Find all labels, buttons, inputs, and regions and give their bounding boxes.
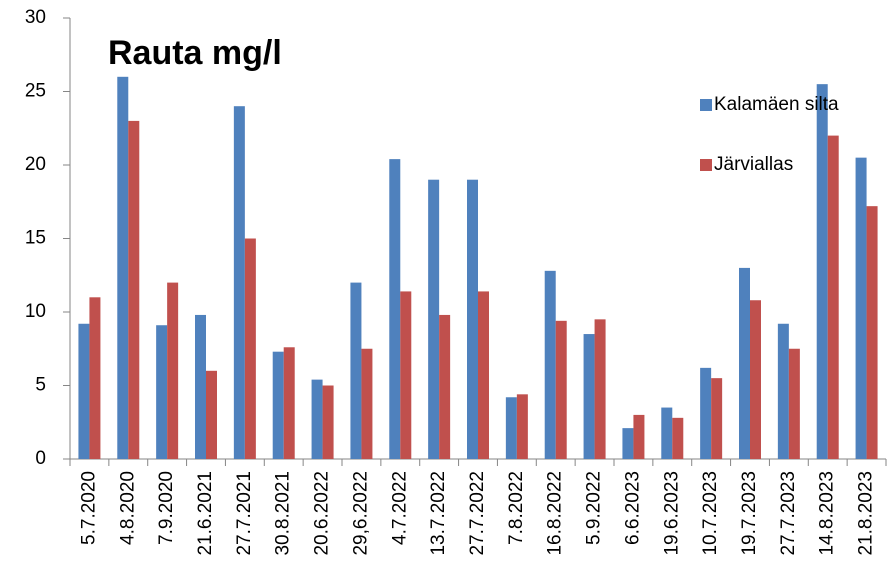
bar [672, 417, 684, 459]
bar [117, 76, 129, 460]
x-tick-label: 6.6.2023 [622, 471, 643, 545]
legend-label: Järviallas [714, 154, 793, 175]
bar [855, 157, 867, 459]
bar [283, 347, 295, 459]
bar [428, 179, 440, 459]
legend-swatch [700, 159, 712, 171]
bar [128, 120, 140, 460]
x-tick-label: 14.8.2023 [817, 471, 838, 556]
bar [89, 297, 101, 459]
bar [244, 238, 256, 459]
x-tick-label: 7.8.2022 [506, 471, 527, 545]
y-tick-label: 20 [25, 154, 46, 175]
x-tick-label: 10.7.2023 [700, 471, 721, 556]
bar [467, 179, 478, 459]
x-tick-label: 16.8.2022 [545, 471, 566, 556]
x-tick-label: 20.6.2022 [312, 471, 333, 556]
bar [478, 291, 489, 459]
x-tick-label: 27.7.2022 [467, 471, 488, 556]
bar [661, 407, 673, 459]
bar [195, 314, 206, 459]
bar [78, 323, 90, 459]
y-tick-label: 0 [35, 448, 46, 469]
bar [206, 370, 217, 459]
bar [350, 282, 362, 459]
bar [816, 84, 828, 460]
x-tick-label: 5.9.2022 [584, 471, 605, 545]
bar [233, 106, 245, 459]
x-tick-label: 27.7.2023 [778, 471, 799, 556]
bar [594, 319, 606, 459]
bar [361, 348, 373, 459]
bar [583, 334, 595, 459]
bar [322, 385, 334, 459]
x-tick-label: 19.6.2023 [661, 471, 682, 556]
x-tick-label: 30.8.2021 [273, 471, 294, 556]
bar [622, 428, 634, 459]
bar [400, 291, 412, 459]
bar [516, 394, 528, 459]
x-tick-label: 21.6.2021 [195, 471, 216, 556]
bar [788, 348, 800, 459]
x-tick-label: 13.7.2022 [428, 471, 449, 556]
y-tick-label: 25 [25, 81, 46, 102]
bar [156, 325, 168, 459]
bar [272, 351, 284, 459]
bar [167, 282, 179, 459]
y-tick-label: 10 [25, 301, 46, 322]
x-tick-label: 29,6.2022 [350, 471, 371, 556]
bar [777, 323, 789, 459]
x-tick-label: 5.7.2020 [78, 471, 99, 545]
bar [311, 379, 323, 459]
bar [827, 135, 839, 459]
bar [866, 206, 878, 459]
y-tick-label: 30 [25, 7, 46, 28]
x-tick-label: 19.7.2023 [739, 471, 760, 556]
bar [700, 367, 712, 459]
x-tick-label: 27.7.2021 [234, 471, 255, 556]
bar [750, 300, 761, 459]
y-tick-label: 15 [25, 228, 46, 249]
bar [711, 378, 723, 459]
bar [633, 414, 645, 459]
bar [544, 270, 556, 459]
x-tick-label: 7.9.2020 [156, 471, 177, 545]
chart-title: Rauta mg/l [108, 34, 282, 72]
bar [505, 397, 517, 459]
legend-label: Kalamäen silta [714, 94, 839, 115]
bar [555, 320, 567, 459]
x-tick-label: 4.8.2020 [117, 471, 138, 545]
x-tick-label: 4.7.2022 [389, 471, 410, 545]
bar [739, 267, 750, 459]
bar [439, 314, 451, 459]
y-tick-label: 5 [35, 375, 46, 396]
legend-swatch [700, 99, 712, 111]
x-tick-label: 21.8.2023 [856, 471, 877, 556]
bar [389, 159, 401, 459]
